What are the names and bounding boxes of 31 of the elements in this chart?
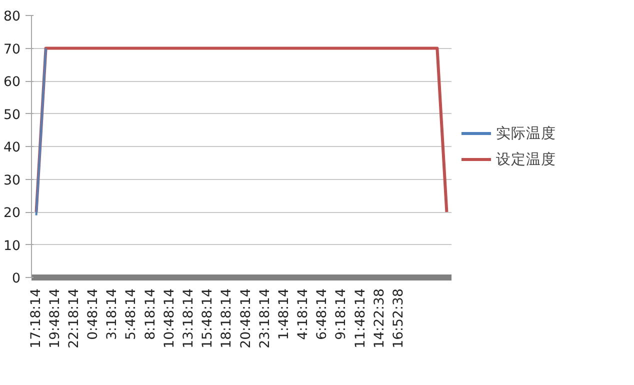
- y-tick-label: 20: [4, 206, 21, 221]
- x-tick-label: 19:48:14: [48, 288, 63, 348]
- x-tick-label: 4:18:14: [296, 288, 312, 340]
- x-tick-label: 13:18:14: [182, 288, 196, 348]
- x-tick-label: 16:52:38: [392, 288, 406, 348]
- y-tick-label: 0: [12, 272, 21, 286]
- x-tick-label: 11:48:14: [353, 288, 368, 348]
- x-tick-label: 5:48:14: [124, 288, 140, 340]
- y-tick-label: 80: [4, 10, 21, 24]
- y-tick-label: 30: [4, 173, 21, 188]
- x-tick-label: 8:18:14: [143, 288, 158, 340]
- x-tick-label: 0:48:14: [86, 288, 102, 340]
- x-tick-label: 17:18:14: [28, 288, 44, 348]
- x-tick-label: 14:22:38: [372, 288, 388, 348]
- y-tick-label: 70: [4, 42, 21, 58]
- x-tick-label: 23:18:14: [258, 288, 273, 348]
- legend-label: 实际温度: [496, 124, 556, 142]
- x-tick-label: 6:48:14: [315, 288, 330, 340]
- legend-label: 设定温度: [496, 150, 556, 168]
- y-tick-label: 40: [4, 140, 21, 156]
- x-tick-label: 15:48:14: [200, 288, 216, 348]
- x-tick-label: 20:48:14: [238, 288, 254, 348]
- y-tick-label: 10: [4, 238, 21, 254]
- x-tick-label: 18:18:14: [220, 288, 235, 348]
- x-tick-label: 3:18:14: [105, 288, 120, 340]
- x-tick-label: 1:48:14: [276, 288, 292, 340]
- y-tick-label: 60: [4, 75, 21, 90]
- x-tick-label: 22:18:14: [66, 288, 82, 348]
- y-tick-label: 50: [4, 108, 21, 123]
- x-tick-label: 10:48:14: [162, 288, 178, 348]
- x-tick-label: 9:18:14: [334, 288, 350, 340]
